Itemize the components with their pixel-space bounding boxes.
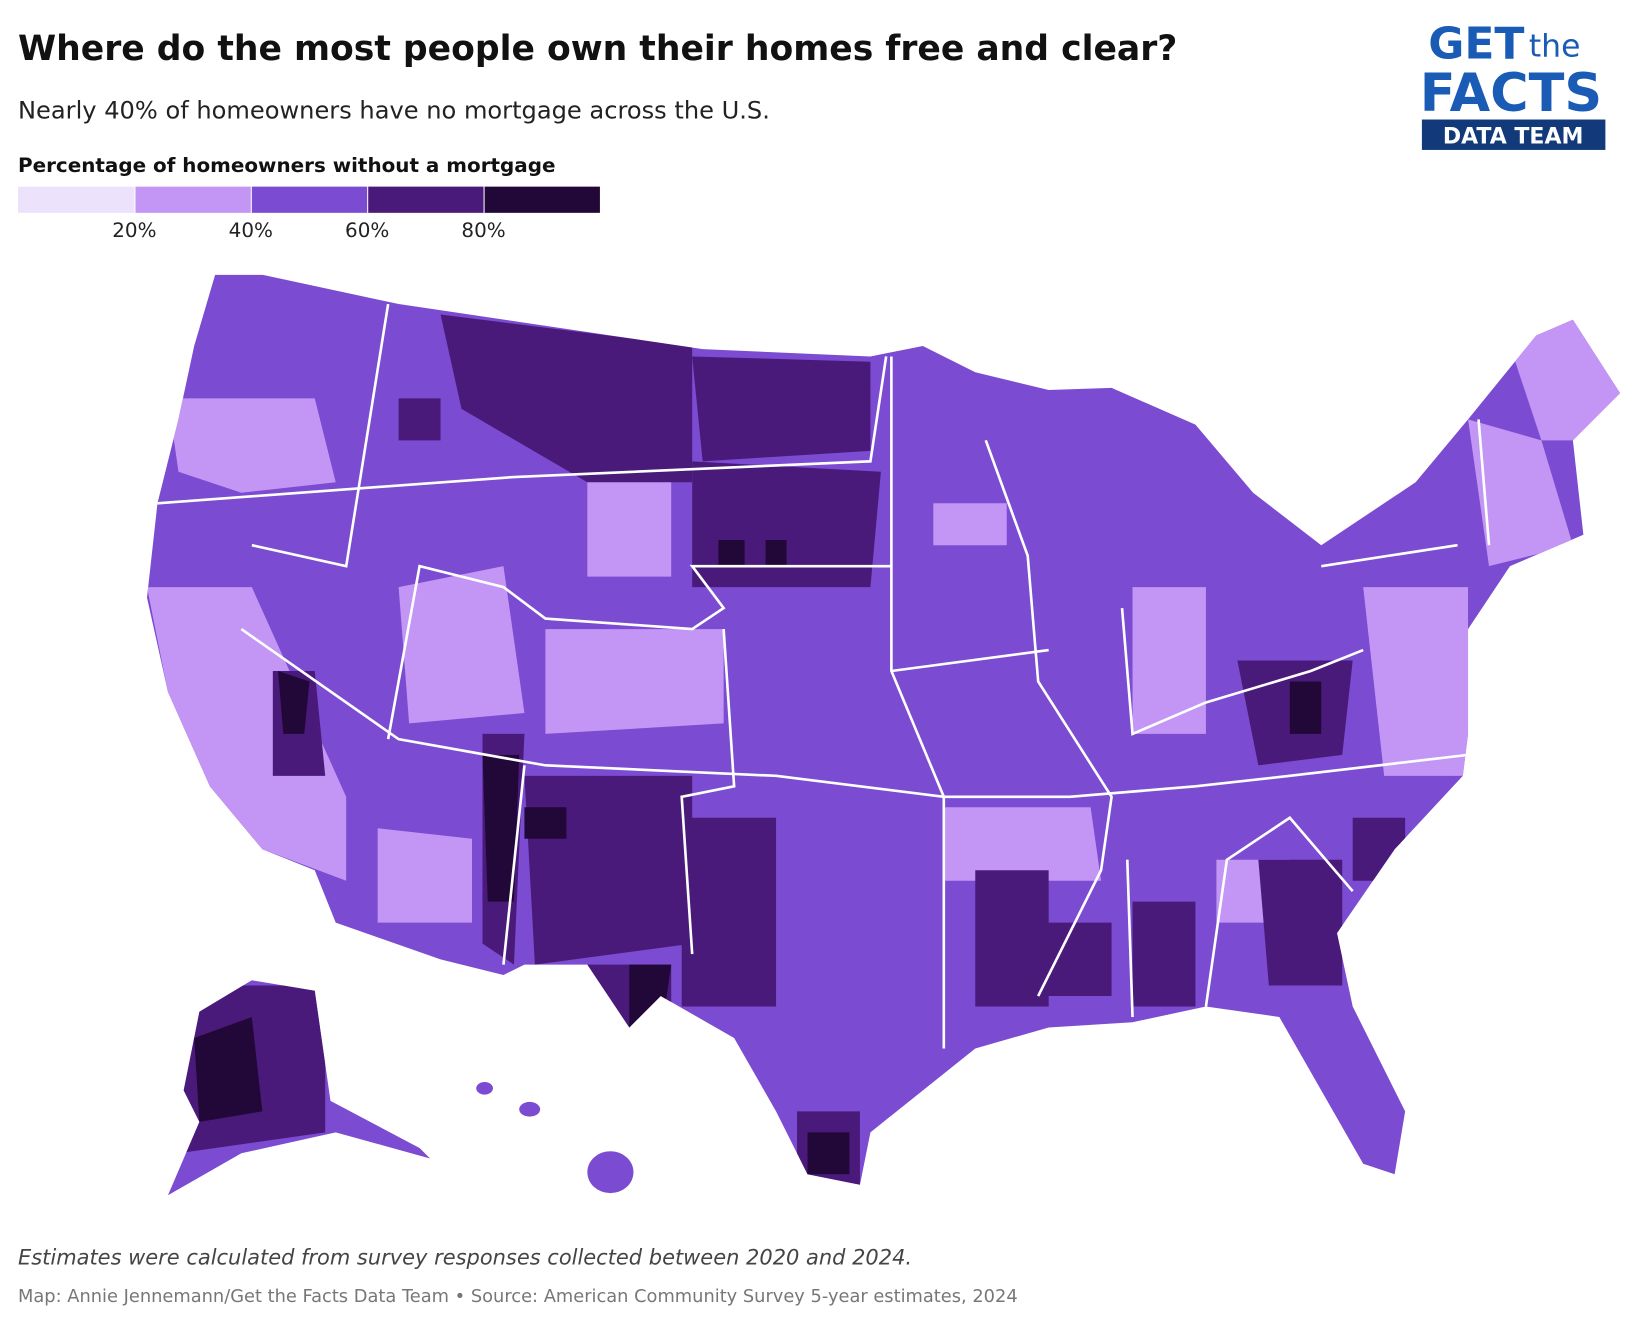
map-region [524,807,567,839]
map-region [718,539,745,567]
state-border [1120,607,1364,736]
map-region [807,1132,850,1175]
map-region [1132,587,1206,734]
map-region [692,356,871,462]
map-region [1258,859,1343,986]
state-border [984,439,1113,997]
map-region [482,754,520,902]
logo-the: the [1529,29,1581,65]
map-region [398,398,441,441]
map-region [398,566,525,724]
map-region [681,817,777,1007]
map-region [1038,922,1112,997]
state-border [890,356,946,1049]
map-region [1468,419,1573,567]
map-region [933,503,1007,546]
state-border [1125,859,1134,1018]
legend-tick-label: 60% [345,219,389,242]
subtitle: Nearly 40% of homeowners have no mortgag… [18,96,770,124]
map-region [278,671,310,734]
map-region [1352,817,1406,881]
legend-tick-label: 40% [229,219,273,242]
map-region [587,471,672,577]
map-region [692,461,881,588]
note: Estimates were calculated from survey re… [18,1245,912,1269]
map-region [765,539,787,567]
map-region [629,964,672,1038]
legend-swatch [484,186,600,213]
state-border [891,648,1049,673]
map-region [377,828,473,923]
map-region [545,629,724,734]
legend-tick-label: 80% [461,219,505,242]
state-border [157,356,888,505]
map-region [1363,587,1469,776]
map-region [943,807,1102,881]
source: Map: Annie Jennemann/Get the Facts Data … [18,1286,1018,1307]
map [146,274,1621,1196]
legend-swatch [135,186,251,213]
map-region [146,587,347,881]
legend-swatch [251,186,368,213]
map-region [1132,901,1196,1007]
state-border [251,303,390,568]
map-region [1289,681,1322,734]
state-border [680,628,736,955]
legend-swatch [18,186,135,213]
legend-tick-label: 20% [112,219,156,242]
map-region [524,775,693,965]
map-region [167,398,336,493]
legend-swatch [368,186,484,213]
title: Where do the most people own their homes… [18,29,1177,69]
state-border [1477,419,1491,546]
state-border [502,765,526,965]
map-region [975,870,1049,1007]
logo: GET the FACTS DATA TEAM [1420,19,1606,150]
logo-get: GET [1428,19,1524,70]
legend-title: Percentage of homeowners without a mortg… [18,154,555,177]
state-border [1321,543,1458,568]
logo-data-team: DATA TEAM [1443,125,1584,150]
logo-facts: FACTS [1420,63,1602,124]
map-region [194,1016,263,1122]
logo-band [1421,119,1606,150]
state-border [1204,816,1354,1007]
legend: 20% 40% 60% 80% [18,186,600,242]
state-border [386,564,892,740]
map-region [440,314,693,483]
